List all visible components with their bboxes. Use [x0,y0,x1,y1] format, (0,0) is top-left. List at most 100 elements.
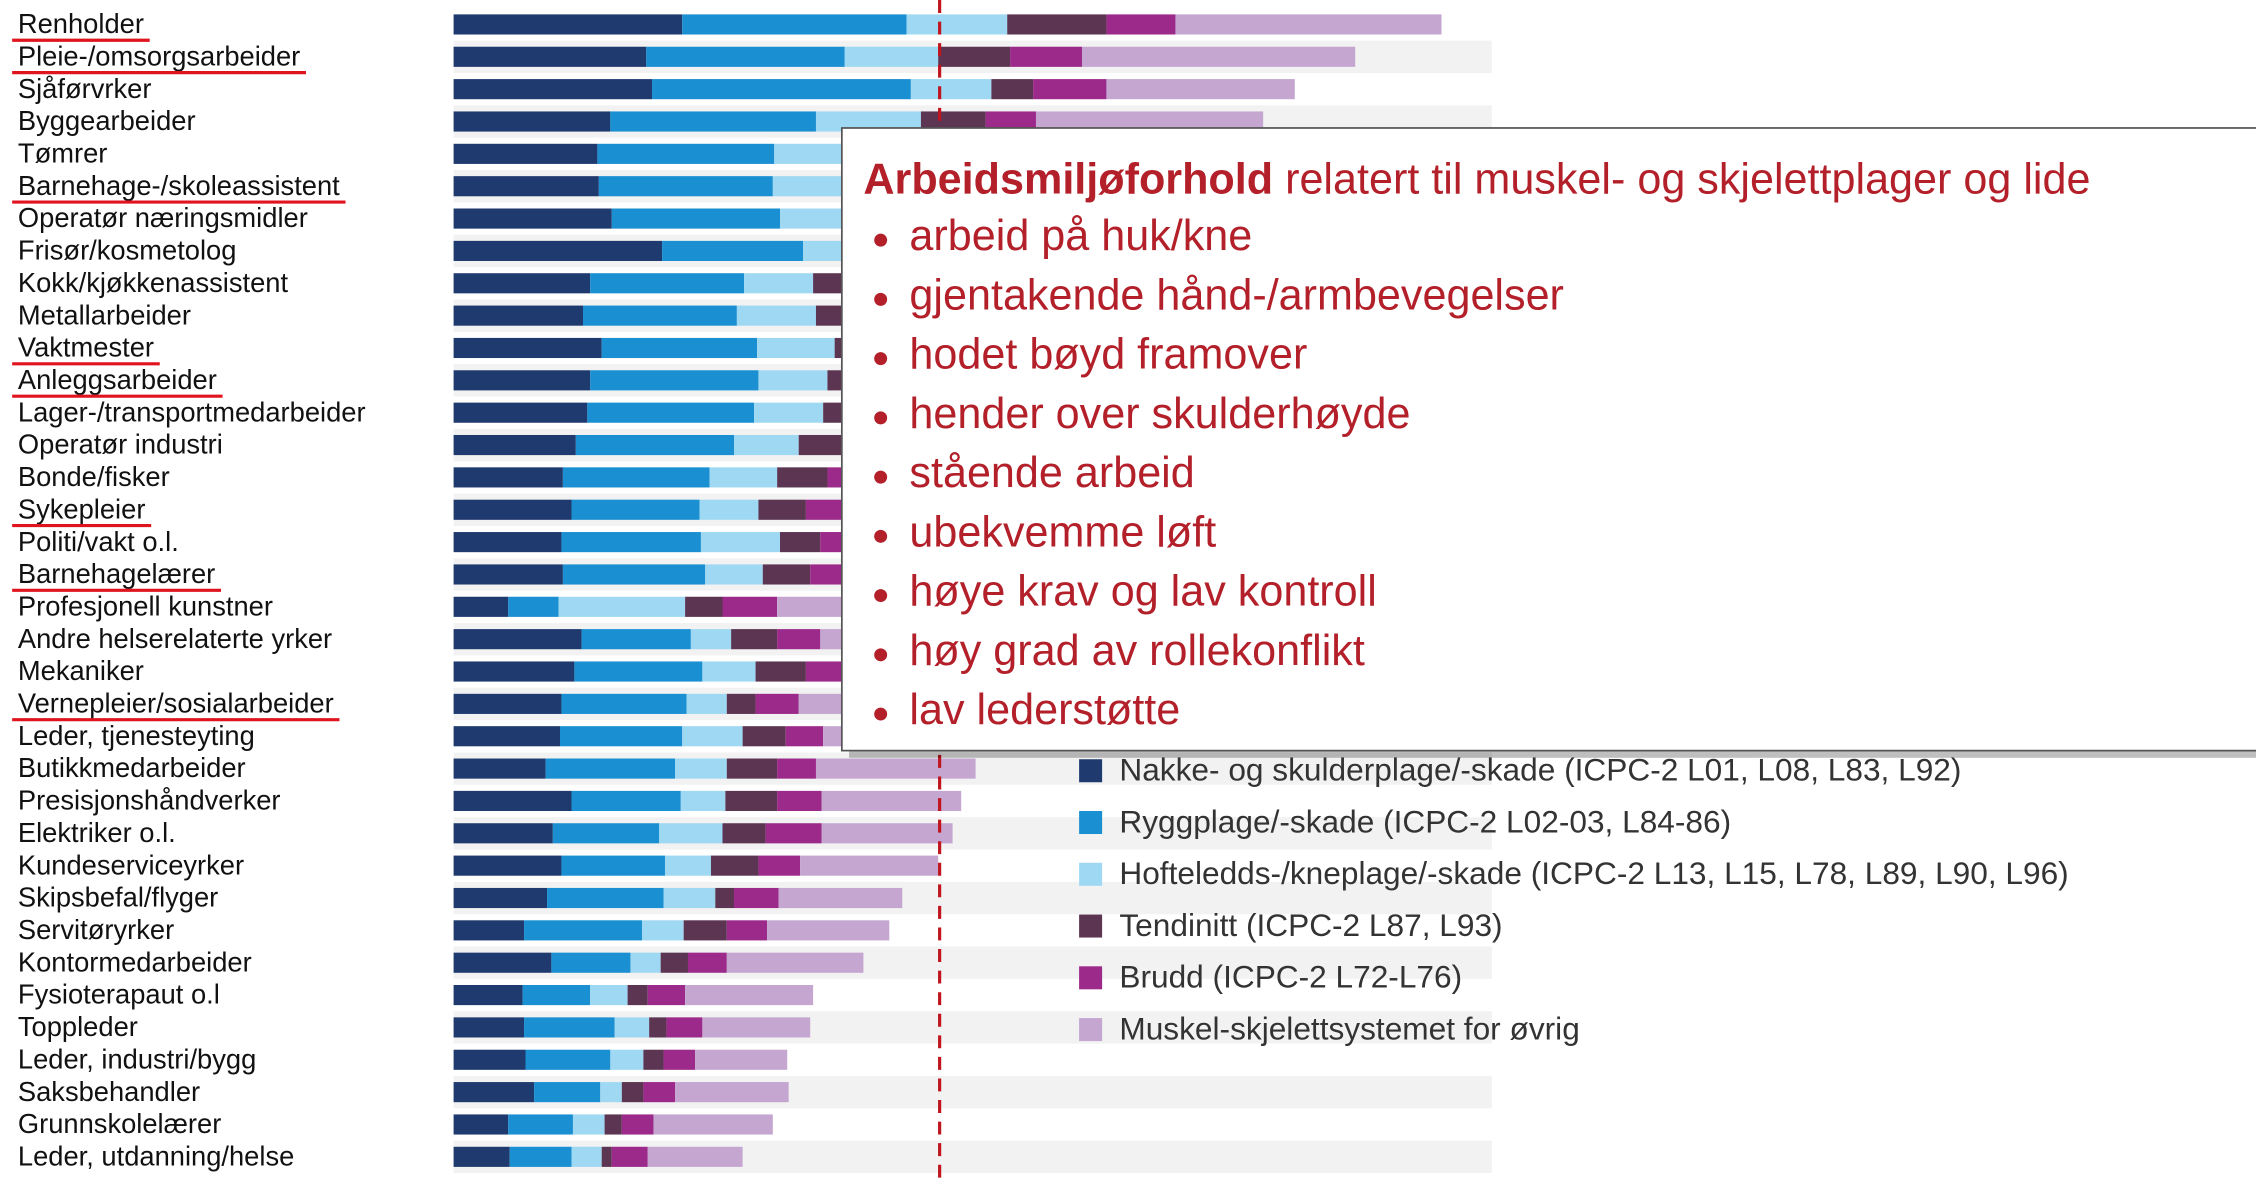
legend-swatch [1079,862,1103,886]
category-label: Skipsbefal/flyger [18,882,218,913]
bar-segment [522,985,591,1006]
category-label: Lager-/transportmedarbeider [18,396,366,427]
bar-segment [453,208,612,229]
legend-label: Hofteledds-/kneplage/-skade (ICPC-2 L13,… [1119,855,2068,891]
legend: Nakke- og skulderplage/-skade (ICPC-2 L0… [1079,752,2069,1046]
category-label: Metallarbeider [18,299,191,330]
legend-label: Tendinitt (ICPC-2 L87, L93) [1119,907,1502,943]
bar-segment [453,337,602,359]
bar-segment [611,208,781,229]
bar-segment [453,952,552,973]
bar-segment [571,1146,602,1167]
bar-segment [910,79,992,100]
bar-segment [453,1049,526,1070]
annotation-title-bold: Arbeidsmiljøforhold [863,156,1273,204]
bar-segment [453,467,563,488]
bar-segment [762,564,811,585]
bar-segment [561,693,687,714]
bar-segment [610,111,816,132]
bar-segment [744,273,814,294]
bar-segment [683,920,727,941]
bullet [874,233,888,247]
bar-segment [597,143,775,164]
bar-segment [630,952,661,973]
bar-segment [920,111,986,132]
bullet [874,411,888,425]
bar-segment [560,726,683,747]
bar-segment [509,1146,572,1167]
bar-segment [758,370,828,391]
category-label: Mekaniker [18,655,144,686]
bar-segment [659,823,723,844]
bar-segment [647,985,686,1006]
category-label: Byggearbeider [18,105,196,136]
bar-segment [649,1017,667,1038]
category-label: Operatør næringsmidler [18,202,308,233]
legend-label: Brudd (ICPC-2 L72-L76) [1119,959,1462,995]
category-label: Barnehagelærer [18,558,215,589]
bar-segment [709,467,778,488]
bar-segment [600,1082,622,1103]
bar-segment [641,920,684,941]
bar-segment [562,467,710,488]
category-label: Butikkmedarbeider [18,752,246,783]
bar-segment [1106,14,1176,35]
bar-segment [705,564,763,585]
category-label: Kundeserviceyrker [18,849,244,880]
legend-label: Ryggplage/-skade (ICPC-2 L02-03, L84-86) [1119,803,1731,839]
bar-segment [798,434,850,456]
bar-segment [453,273,591,294]
annotation-item: arbeid på huk/kne [909,212,1252,260]
bar-segment [663,887,716,909]
bar-segment [710,855,759,876]
bar-segment [815,111,921,132]
bar-segment [675,1082,789,1103]
bar-segment [675,758,727,779]
category-label: Servitøryrker [18,914,174,945]
bar-segment [611,1146,648,1167]
bar-segment [742,726,786,747]
annotation-item: høy grad av rollekonflikt [909,627,1364,675]
bar-segment [574,661,703,682]
annotation-item: stående arbeid [909,449,1194,497]
bar-segment [777,467,828,488]
bar-segment [715,887,734,909]
category-label: Grunnskolelærer [18,1108,221,1139]
bar-segment [805,499,850,520]
bar-segment [1033,79,1107,100]
bar-segment [525,1049,611,1070]
category-label: Bonde/fisker [18,461,170,492]
box [840,127,2256,752]
category-label: Sykepleier [18,493,146,524]
bullet [874,707,888,721]
bar-segment [660,952,688,973]
annotation-item: gjentakende hånd-/armbevegelser [909,271,1564,319]
bar-segment [508,1114,573,1135]
bar-segment [524,1017,615,1038]
bar-segment [561,532,701,553]
bar-segment [685,985,814,1006]
bar-segment [695,1049,788,1070]
bar-segment [726,758,778,779]
bar-segment [662,240,804,261]
bar-segment [453,240,663,261]
bar-segment [643,1082,676,1103]
bar-segment [561,855,665,876]
category-label: Renholder [18,8,144,39]
bar-segment [627,985,648,1006]
bar-segment [590,985,628,1006]
category-label: Fysioterapaut o.l [18,979,220,1010]
bullet [874,292,888,306]
legend-label: Muskel-skjelettsystemet for øvrig [1119,1010,1579,1046]
bar-segment [765,823,822,844]
bar-segment [991,79,1034,100]
bar-segment [604,1114,622,1135]
bar-segment [453,985,523,1006]
bar-segment [453,887,548,909]
bar-segment [610,1049,644,1070]
annotation-item: høye krav og lav kontroll [909,568,1376,616]
bar-segment [453,726,561,747]
bar-segment [844,46,939,67]
bar-segment [453,305,584,326]
annotation-item: ubekvemme løft [909,508,1216,556]
